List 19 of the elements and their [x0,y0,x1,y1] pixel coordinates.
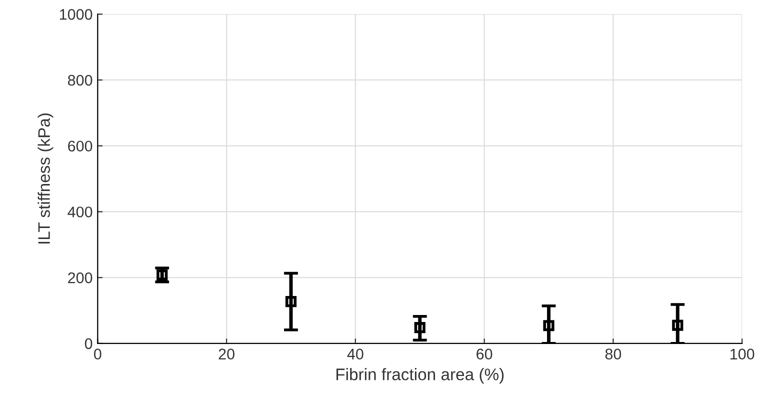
point [414,322,426,334]
y-tick-label: 800 [68,74,92,86]
point [543,320,554,332]
x-tick-label: 80 [605,348,622,360]
x-tick-label: 100 [730,348,754,360]
x-tick-label: 20 [218,348,234,360]
y-tick-label: 200 [68,272,92,284]
x-tick-label: 0 [94,348,102,360]
x-tick-label: 60 [476,348,492,360]
y-axis-title: ILT stiffness (kPa) [38,114,54,244]
y-tick-label: 1000 [60,9,92,20]
x-axis-title: Fibrin fraction area (%) [336,368,504,384]
y-tick-label: 600 [68,140,92,152]
point [672,320,684,331]
y-tick-label: 0 [84,338,92,350]
point [285,296,297,308]
y-tick-label: 400 [68,206,92,218]
x-tick-label: 40 [347,348,364,360]
point [156,269,168,280]
